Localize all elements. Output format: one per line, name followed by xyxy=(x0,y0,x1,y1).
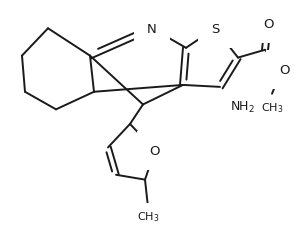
Text: O: O xyxy=(150,144,160,157)
Text: O: O xyxy=(279,63,289,76)
Text: S: S xyxy=(211,23,219,36)
Text: CH$_3$: CH$_3$ xyxy=(261,101,283,115)
Text: O: O xyxy=(263,18,273,31)
Text: CH$_3$: CH$_3$ xyxy=(137,209,159,223)
Text: NH$_2$: NH$_2$ xyxy=(230,99,255,114)
Text: N: N xyxy=(147,23,157,36)
